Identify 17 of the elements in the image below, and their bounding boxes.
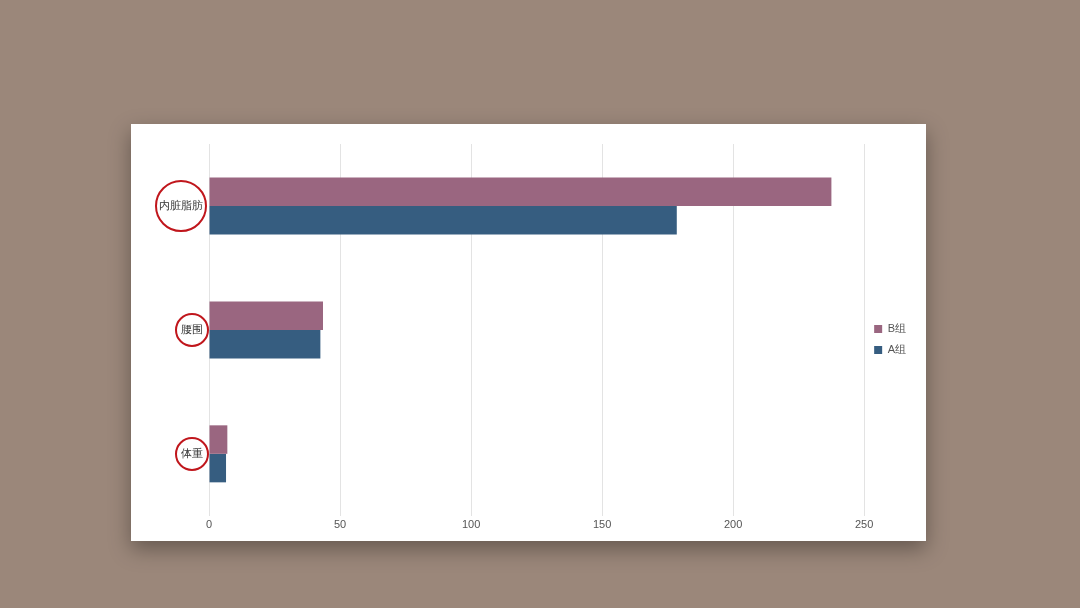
x-tick-label: 50: [333, 518, 347, 531]
x-tick-label: 150: [592, 518, 612, 531]
y-tick-label: 腰围: [181, 322, 203, 335]
bar: [209, 205, 677, 235]
bar: [209, 453, 227, 483]
x-tick-label: 250: [854, 518, 874, 531]
x-tick-label: 0: [205, 518, 213, 531]
bar: [209, 177, 832, 206]
x-tick-label: 200: [723, 518, 743, 531]
legend-label: A组: [887, 343, 907, 356]
y-tick-label: 内脏脂肪: [159, 199, 203, 211]
legend-label: B组: [887, 322, 907, 335]
bar: [209, 301, 323, 330]
x-tick-label: 100: [461, 518, 481, 531]
bar: [209, 425, 228, 454]
bar: [209, 329, 321, 359]
y-tick-label: 体重: [181, 446, 203, 459]
